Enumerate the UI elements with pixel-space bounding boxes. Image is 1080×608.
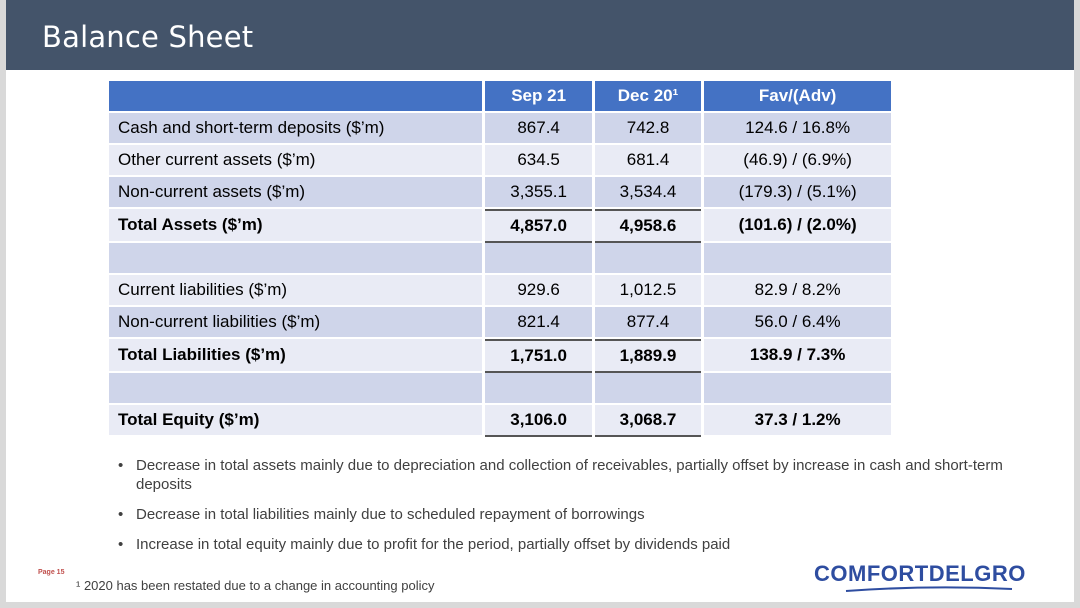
cell-dec20: 681.4 (594, 145, 702, 177)
cell-sep21: 634.5 (485, 145, 592, 177)
bullet-text: Increase in total equity mainly due to p… (136, 536, 731, 553)
header-label-cell (109, 81, 483, 113)
page-title: Balance Sheet (42, 20, 254, 54)
cell-sep21: 821.4 (485, 307, 592, 339)
cell-fav-adv: 82.9 / 8.2% (704, 275, 891, 307)
row-label: Current liabilities ($’m) (109, 275, 483, 307)
table-row: Current liabilities ($’m) 929.6 1,012.5 … (109, 275, 891, 307)
cell-sep21: 867.4 (485, 113, 592, 145)
cell-sep21: 3,355.1 (485, 177, 592, 209)
row-label: Total Liabilities ($’m) (109, 339, 483, 373)
spacer-row (109, 243, 891, 275)
cell-dec20: 742.8 (594, 113, 702, 145)
title-bar: Balance Sheet (6, 0, 1074, 70)
cell-dec20: 3,068.7 (594, 405, 702, 437)
cell-sep21: 3,106.0 (485, 405, 592, 437)
list-item: • Decrease in total assets mainly due to… (116, 456, 1036, 494)
cell-dec20: 1,012.5 (594, 275, 702, 307)
row-label: Other current assets ($’m) (109, 145, 483, 177)
total-liabilities-row: Total Liabilities ($’m) 1,751.0 1,889.9 … (109, 339, 891, 373)
row-label: Cash and short-term deposits ($’m) (109, 113, 483, 145)
cell-fav-adv: (179.3) / (5.1%) (704, 177, 891, 209)
cell-fav-adv: (101.6) / (2.0%) (704, 209, 891, 243)
row-label: Total Equity ($’m) (109, 405, 483, 437)
balance-sheet-table: Sep 21 Dec 20¹ Fav/(Adv) Cash and short-… (109, 81, 891, 437)
cell-dec20: 4,958.6 (594, 209, 702, 243)
bullet-icon: • (118, 506, 124, 523)
bullet-icon: • (118, 457, 124, 474)
list-item: • Increase in total equity mainly due to… (116, 535, 1036, 554)
cell-fav-adv: 124.6 / 16.8% (704, 113, 891, 145)
header-fav-adv: Fav/(Adv) (704, 81, 891, 113)
cell-sep21: 1,751.0 (485, 339, 592, 373)
commentary-list: • Decrease in total assets mainly due to… (116, 456, 1036, 565)
cell-fav-adv: (46.9) / (6.9%) (704, 145, 891, 177)
header-dec20: Dec 20¹ (594, 81, 702, 113)
spacer-row (109, 373, 891, 405)
page-number: Page 15 (38, 569, 65, 576)
table-row: Other current assets ($’m) 634.5 681.4 (… (109, 145, 891, 177)
cell-fav-adv: 37.3 / 1.2% (704, 405, 891, 437)
cell-dec20: 3,534.4 (594, 177, 702, 209)
total-equity-row: Total Equity ($’m) 3,106.0 3,068.7 37.3 … (109, 405, 891, 437)
table-row: Non-current assets ($’m) 3,355.1 3,534.4… (109, 177, 891, 209)
total-assets-row: Total Assets ($’m) 4,857.0 4,958.6 (101.… (109, 209, 891, 243)
cell-fav-adv: 138.9 / 7.3% (704, 339, 891, 373)
bullet-text: Decrease in total liabilities mainly due… (136, 506, 645, 523)
cell-sep21: 4,857.0 (485, 209, 592, 243)
bullet-icon: • (118, 536, 124, 553)
table-header-row: Sep 21 Dec 20¹ Fav/(Adv) (109, 81, 891, 113)
table-row: Non-current liabilities ($’m) 821.4 877.… (109, 307, 891, 339)
cell-dec20: 877.4 (594, 307, 702, 339)
cell-fav-adv: 56.0 / 6.4% (704, 307, 891, 339)
cell-dec20: 1,889.9 (594, 339, 702, 373)
company-logo: COMFORTDELGRO (814, 561, 1026, 586)
cell-sep21: 929.6 (485, 275, 592, 307)
list-item: • Decrease in total liabilities mainly d… (116, 505, 1036, 524)
slide: Balance Sheet Sep 21 Dec 20¹ Fav/(Adv) C… (6, 0, 1074, 602)
header-sep21: Sep 21 (485, 81, 592, 113)
table-row: Cash and short-term deposits ($’m) 867.4… (109, 113, 891, 145)
row-label: Non-current assets ($’m) (109, 177, 483, 209)
row-label: Total Assets ($’m) (109, 209, 483, 243)
logo-swoosh-icon (845, 586, 1013, 592)
row-label: Non-current liabilities ($’m) (109, 307, 483, 339)
footnote: ¹ 2020 has been restated due to a change… (76, 578, 435, 593)
bullet-text: Decrease in total assets mainly due to d… (136, 457, 1003, 493)
